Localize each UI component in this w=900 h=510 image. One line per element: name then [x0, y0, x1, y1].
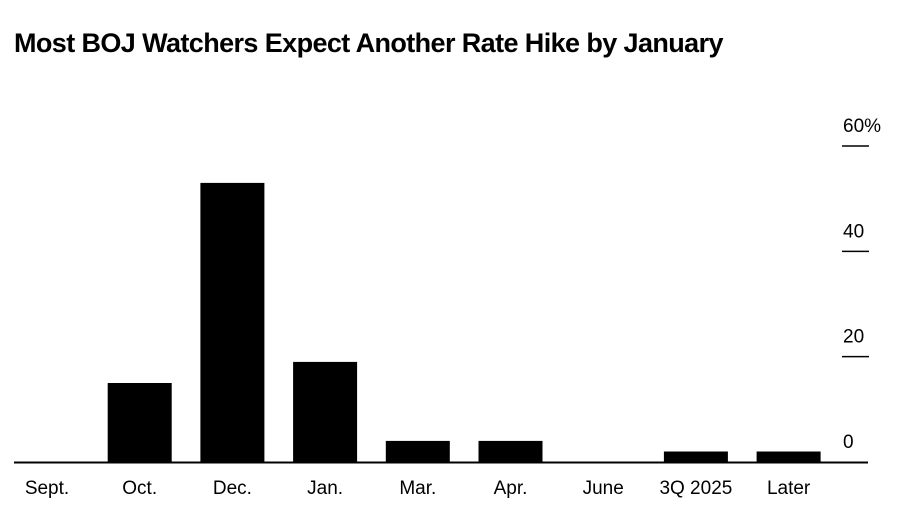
x-tick-label: 3Q 2025: [659, 478, 732, 499]
x-tick-label: Dec.: [213, 478, 252, 499]
x-tick-label: Mar.: [399, 478, 436, 499]
x-tick-label: Apr.: [494, 478, 528, 499]
y-tick-label: 60%: [843, 116, 881, 137]
bar: [200, 182, 265, 462]
x-tick-label: Oct.: [122, 478, 157, 499]
y-tick-label: 40: [843, 221, 864, 242]
bars-layer: [107, 182, 821, 462]
bar: [293, 361, 358, 462]
bar: [107, 383, 172, 462]
bar: [385, 440, 450, 462]
x-tick-label: Jan.: [307, 478, 343, 499]
y-axis: 0 20 40 60%: [842, 116, 881, 453]
chart-title: Most BOJ Watchers Expect Another Rate Hi…: [14, 28, 724, 58]
y-tick-label: 20: [843, 327, 864, 348]
bar: [663, 451, 728, 462]
x-tick-label: Later: [767, 478, 811, 499]
bar: [756, 451, 821, 462]
x-tick-label: Sept.: [25, 478, 69, 499]
x-axis: Sept. Oct. Dec. Jan. Mar. Apr. June 3Q 2025 Late…: [25, 478, 811, 499]
bar: [478, 440, 543, 462]
y-tick-label: 0: [843, 432, 854, 453]
x-tick-label: June: [583, 478, 624, 499]
